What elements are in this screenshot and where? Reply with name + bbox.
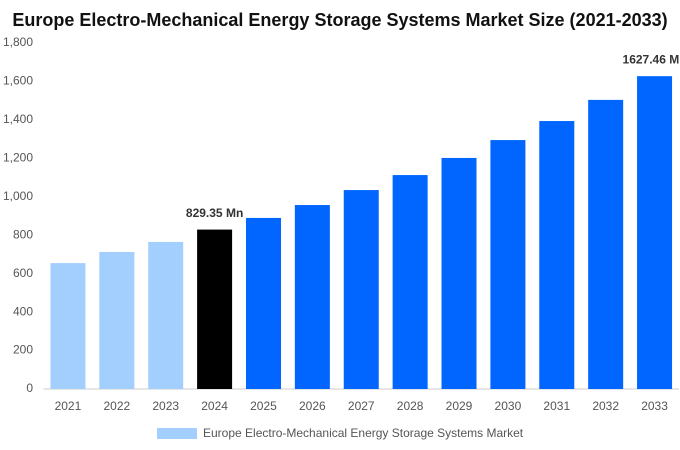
x-tick-label: 2024 — [201, 399, 228, 413]
bar — [637, 76, 673, 390]
bar — [245, 217, 281, 389]
bar — [343, 190, 379, 389]
y-tick-label: 0 — [26, 381, 33, 395]
x-tick-label: 2021 — [55, 399, 82, 413]
bar — [197, 229, 233, 389]
x-tick-label: 2023 — [152, 399, 179, 413]
x-tick-label: 2026 — [299, 399, 326, 413]
y-tick-label: 800 — [13, 227, 33, 241]
x-tick-label: 2022 — [103, 399, 130, 413]
value-label: 1627.46 Mn — [623, 52, 680, 66]
x-tick-label: 2028 — [397, 399, 424, 413]
bar — [50, 263, 86, 389]
x-tick-label: 2030 — [495, 399, 522, 413]
bar — [392, 175, 428, 389]
bar — [441, 157, 477, 389]
y-tick-label: 1,800 — [3, 35, 33, 49]
chart-title: Europe Electro-Mechanical Energy Storage… — [12, 10, 667, 30]
x-tick-label: 2031 — [543, 399, 570, 413]
bar — [294, 205, 330, 389]
x-tick-label: 2027 — [348, 399, 375, 413]
x-tick-label: 2032 — [592, 399, 619, 413]
bar — [539, 121, 575, 389]
bar — [148, 241, 184, 389]
y-tick-label: 1,600 — [3, 74, 33, 88]
x-tick-label: 2025 — [250, 399, 277, 413]
y-tick-label: 600 — [13, 266, 33, 280]
x-tick-label: 2029 — [446, 399, 473, 413]
legend-swatch — [157, 428, 197, 439]
legend-label: Europe Electro-Mechanical Energy Storage… — [203, 426, 524, 440]
y-tick-label: 1,200 — [3, 151, 33, 165]
bar — [490, 140, 526, 389]
y-tick-label: 1,000 — [3, 189, 33, 203]
y-tick-label: 400 — [13, 304, 33, 318]
bar — [99, 251, 135, 389]
x-tick-label: 2033 — [641, 399, 668, 413]
y-tick-label: 1,400 — [3, 112, 33, 126]
value-label: 829.35 Mn — [186, 206, 243, 220]
bar — [588, 99, 624, 390]
y-tick-label: 200 — [13, 343, 33, 357]
